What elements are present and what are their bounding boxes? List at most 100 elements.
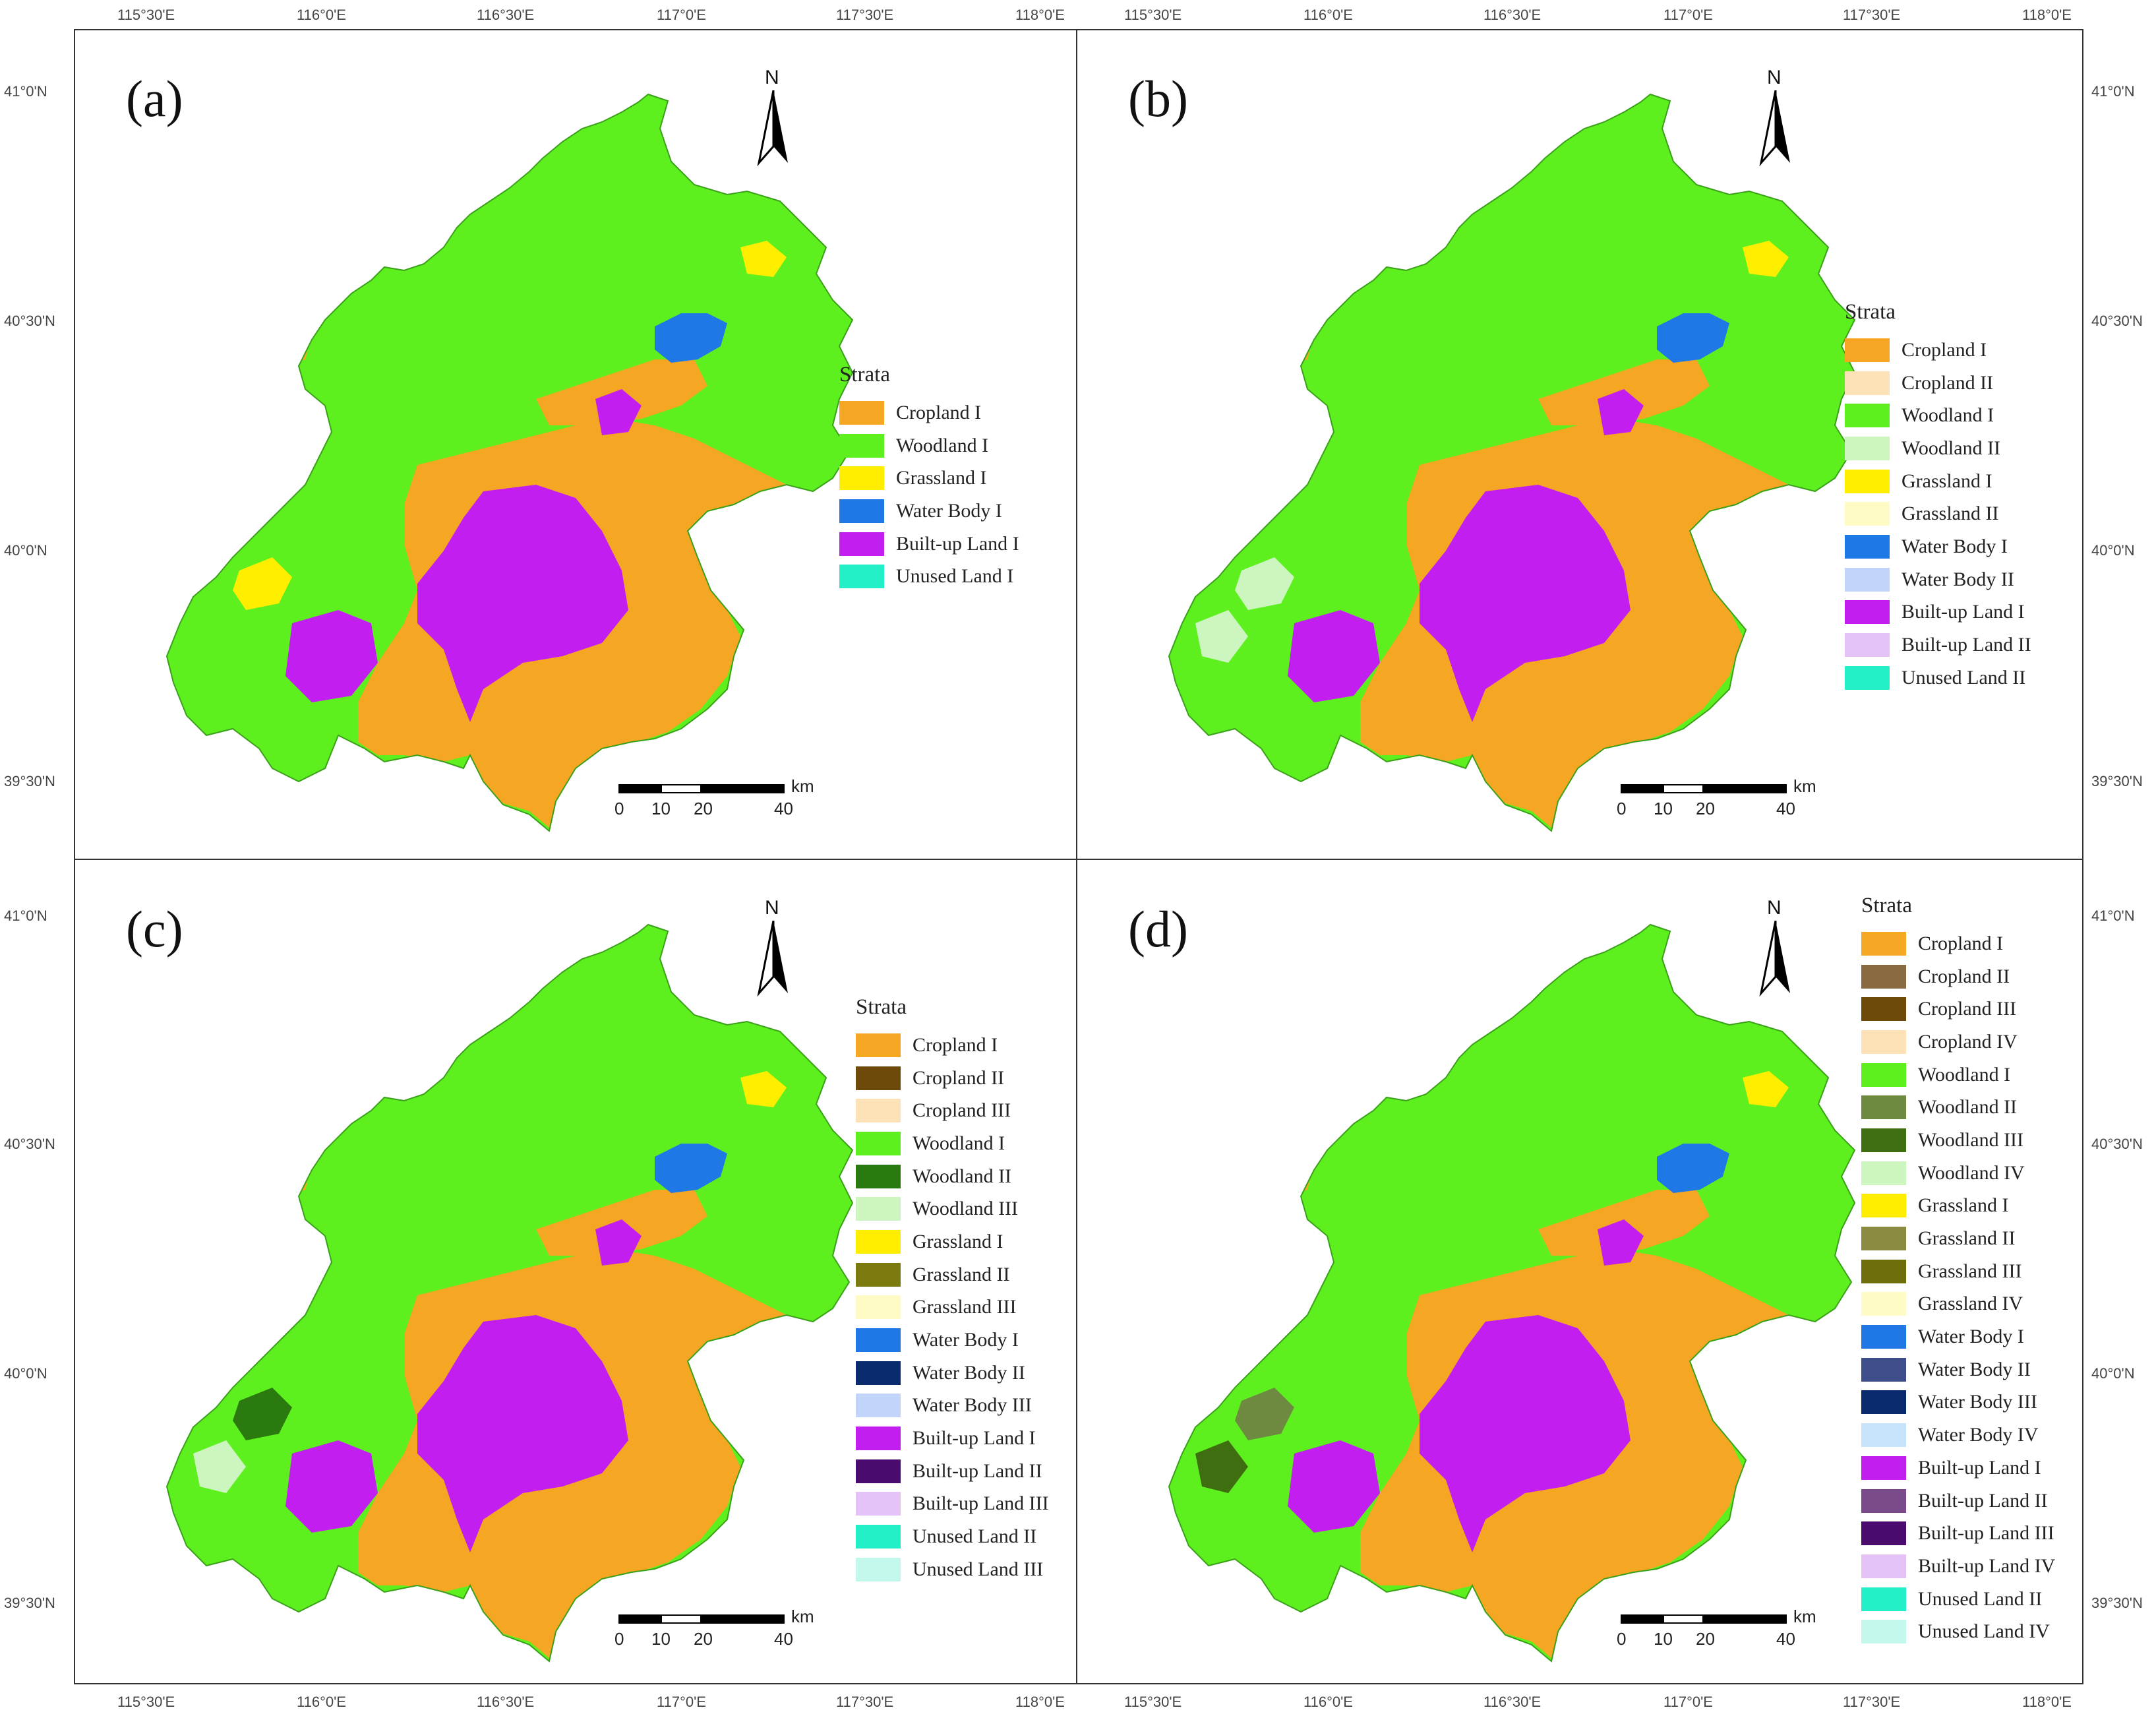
- scale-tick-label: 20: [694, 799, 713, 818]
- legend-swatch: [856, 1557, 901, 1581]
- legend-swatch: [1861, 997, 1906, 1022]
- north-label: N: [765, 67, 779, 88]
- legend-label: Cropland II: [1901, 371, 1994, 394]
- water-body-reservoir: [1657, 313, 1729, 363]
- legend-label: Woodland IV: [1918, 1161, 2025, 1184]
- north-arrow-icon: [1759, 90, 1790, 167]
- cropland-region-northwest: [1192, 307, 1314, 373]
- legend-item: Grassland I: [1845, 465, 2031, 498]
- builtup-region-west: [285, 1440, 378, 1533]
- lon-label-top: 118°0'E: [2022, 7, 2072, 23]
- legend-label: Cropland I: [1918, 932, 2004, 954]
- legend-label: Cropland III: [913, 1099, 1011, 1122]
- legend-swatch: [1861, 1325, 1906, 1349]
- legend-label: Grassland IV: [1918, 1293, 2023, 1315]
- legend-swatch: [856, 1492, 901, 1516]
- legend-swatch: [1861, 1554, 1906, 1578]
- legend-label: Cropland III: [1918, 998, 2017, 1020]
- lat-label-left: 41°0'N: [4, 83, 47, 100]
- legend-swatch: [1845, 534, 1890, 559]
- legend-label: Grassland III: [1918, 1260, 2022, 1282]
- water-body-reservoir: [655, 1144, 727, 1193]
- legend-item: Woodland I: [1861, 1058, 2055, 1091]
- scale-tick-label: 0: [614, 799, 624, 818]
- lon-label-bottom: 116°0'E: [1303, 1694, 1353, 1710]
- legend-swatch: [1845, 567, 1890, 592]
- builtup-region-core: [1420, 485, 1631, 722]
- legend-swatch: [856, 1262, 901, 1287]
- lon-label-top: 117°0'E: [657, 7, 706, 23]
- legend-item: Woodland III: [1861, 1124, 2055, 1157]
- legend-item: Unused Land II: [856, 1520, 1049, 1553]
- lon-label-bottom: 116°0'E: [297, 1694, 346, 1710]
- legend: Strata Cropland I Cropland II Cropland III W…: [856, 995, 1049, 1586]
- legend-swatch: [1845, 404, 1890, 428]
- north-arrow-icon: [757, 90, 788, 167]
- legend-item: Built-up Land II: [856, 1455, 1049, 1488]
- legend-item: Woodland I: [856, 1127, 1049, 1160]
- woodland-secondary-patch: [233, 1388, 292, 1440]
- legend-item: Cropland III: [1861, 993, 2055, 1026]
- legend-swatch: [1861, 931, 1906, 956]
- legend-swatch: [856, 1328, 901, 1353]
- scale-tick-label: 0: [1617, 799, 1627, 818]
- north-arrow: N: [1756, 67, 1795, 179]
- legend-label: Woodland I: [1918, 1063, 2011, 1086]
- legend-item: Woodland I: [839, 429, 1019, 462]
- legend-swatch: [856, 1361, 901, 1385]
- builtup-region-west: [285, 610, 378, 702]
- legend-label: Cropland II: [1918, 965, 2010, 987]
- legend-swatch: [1845, 600, 1890, 625]
- vertical-divider: [1076, 29, 1077, 1684]
- scale-tick-label: 40: [774, 1629, 793, 1649]
- legend-item: Water Body III: [856, 1390, 1049, 1423]
- grassland-patch-north: [740, 1071, 787, 1107]
- legend-swatch: [1861, 1456, 1906, 1480]
- legend-item: Grassland III: [1861, 1255, 2055, 1288]
- legend-label: Unused Land III: [913, 1558, 1044, 1580]
- legend-swatch: [839, 400, 884, 425]
- legend-label: Unused Land I: [896, 565, 1014, 588]
- legend-label: Woodland III: [1918, 1128, 2024, 1151]
- legend-label: Grassland II: [913, 1263, 1010, 1285]
- legend-swatch: [1861, 1227, 1906, 1251]
- legend-label: Woodland II: [913, 1165, 1012, 1187]
- legend-label: Water Body I: [913, 1329, 1019, 1351]
- map-panel: (c) N Strata Cropland I Cropland II Cropland …: [75, 860, 1077, 1688]
- scale-segment: [618, 784, 661, 793]
- legend-item: Water Body I: [839, 495, 1019, 528]
- legend-item: Woodland IV: [1861, 1157, 2055, 1190]
- legend-swatch: [839, 466, 884, 491]
- scale-tick-label: 20: [694, 1629, 713, 1649]
- legend-item: Grassland IV: [1861, 1288, 2055, 1321]
- figure-frame: [74, 29, 2083, 1684]
- legend-item: Built-up Land I: [839, 528, 1019, 561]
- legend-item: Grassland II: [1861, 1222, 2055, 1255]
- land-cover-map: [165, 93, 854, 832]
- legend-item: Built-up Land II: [1861, 1485, 2055, 1518]
- legend-label: Water Body I: [896, 499, 1002, 522]
- legend-item: Cropland I: [839, 396, 1019, 429]
- legend-label: Built-up Land II: [1918, 1489, 2048, 1512]
- legend-label: Grassland I: [913, 1230, 1003, 1252]
- legend-label: Grassland I: [896, 467, 987, 489]
- legend-item: Built-up Land I: [1861, 1452, 2055, 1485]
- scale-tick-label: 40: [774, 799, 793, 818]
- legend-swatch: [1861, 1194, 1906, 1218]
- legend-swatch: [856, 1229, 901, 1254]
- lon-label-bottom: 117°0'E: [1663, 1694, 1713, 1710]
- legend-label: Unused Land II: [913, 1525, 1037, 1548]
- legend-swatch: [1845, 633, 1890, 658]
- legend-item: Grassland III: [856, 1291, 1049, 1324]
- panel-label: (c): [126, 900, 183, 958]
- scale-segment: [1663, 784, 1704, 793]
- legend-label: Built-up Land II: [913, 1459, 1042, 1482]
- legend-item: Cropland III: [856, 1094, 1049, 1127]
- legend-label: Built-up Land IV: [1918, 1554, 2056, 1577]
- lon-label-bottom: 117°30'E: [1843, 1694, 1901, 1710]
- map-boundary: [165, 93, 854, 832]
- legend-swatch: [1861, 1128, 1906, 1152]
- map-panel: (a) N Strata Cropland I Woodland I Grassland …: [75, 30, 1077, 858]
- woodland-tertiary-patch: [1195, 610, 1248, 663]
- legend-item: Water Body III: [1861, 1386, 2055, 1419]
